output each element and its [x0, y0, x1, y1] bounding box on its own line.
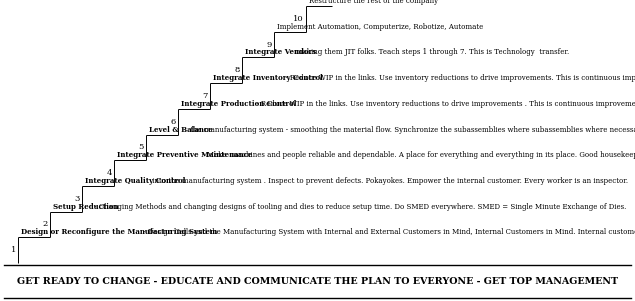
Text: GET READY TO CHANGE - EDUCATE AND COMMUNICATE THE PLAN TO EVERYONE - GET TOP MAN: GET READY TO CHANGE - EDUCATE AND COMMUN…	[17, 277, 618, 286]
Text: Integrate Vendors: Integrate Vendors	[245, 48, 316, 56]
Text: into the manufacturing system . Inspect to prevent defects. Pokayokes. Empower t: into the manufacturing system . Inspect …	[150, 177, 628, 185]
Text: - Design Cells and the Manufacturing System with Internal and External Customers: - Design Cells and the Manufacturing Sys…	[140, 228, 635, 236]
Text: Design or Reconfigure the Manufacturing System: Design or Reconfigure the Manufacturing …	[21, 228, 217, 236]
Text: the manufacturing system - smoothing the material flow. Synchronize the subassem: the manufacturing system - smoothing the…	[188, 126, 635, 134]
Text: 2: 2	[43, 220, 48, 228]
Text: - Reduce WIP in the links. Use inventory reductions to drive improvements. This : - Reduce WIP in the links. Use inventory…	[283, 74, 635, 82]
Text: Integrate Preventive Maintenance: Integrate Preventive Maintenance	[117, 151, 252, 159]
Text: 7: 7	[203, 92, 208, 100]
Text: Integrate Production Control: Integrate Production Control	[181, 100, 297, 108]
Text: Level & Balance: Level & Balance	[149, 126, 213, 134]
Text: Setup Reduction: Setup Reduction	[53, 203, 119, 211]
Text: - Reduce WIP in the links. Use inventory reductions to drive improvements . This: - Reduce WIP in the links. Use inventory…	[254, 100, 635, 108]
Text: Integrate Quality Control: Integrate Quality Control	[85, 177, 185, 185]
Text: 10: 10	[293, 15, 304, 23]
Text: Integrate Inventory Control: Integrate Inventory Control	[213, 74, 323, 82]
Text: - making them JIT folks. Teach steps 1 through 7. This is Technology  transfer.: - making them JIT folks. Teach steps 1 t…	[289, 48, 570, 56]
Text: 3: 3	[75, 195, 80, 203]
Text: 4: 4	[107, 169, 112, 177]
Text: 9: 9	[267, 41, 272, 48]
Text: Implement Automation, Computerize, Robotize, Automate: Implement Automation, Computerize, Robot…	[277, 23, 483, 31]
Text: Restructure the rest of the company: Restructure the rest of the company	[309, 0, 438, 5]
Text: 1: 1	[11, 246, 16, 254]
Text: - Make  machines and people reliable and dependable. A place for everything and : - Make machines and people reliable and …	[200, 151, 635, 159]
Text: - Changing Methods and changing designs of tooling and dies to reduce setup time: - Changing Methods and changing designs …	[92, 203, 626, 211]
Text: 6: 6	[171, 118, 176, 126]
Text: 8: 8	[234, 66, 240, 74]
Text: 5: 5	[138, 143, 144, 151]
